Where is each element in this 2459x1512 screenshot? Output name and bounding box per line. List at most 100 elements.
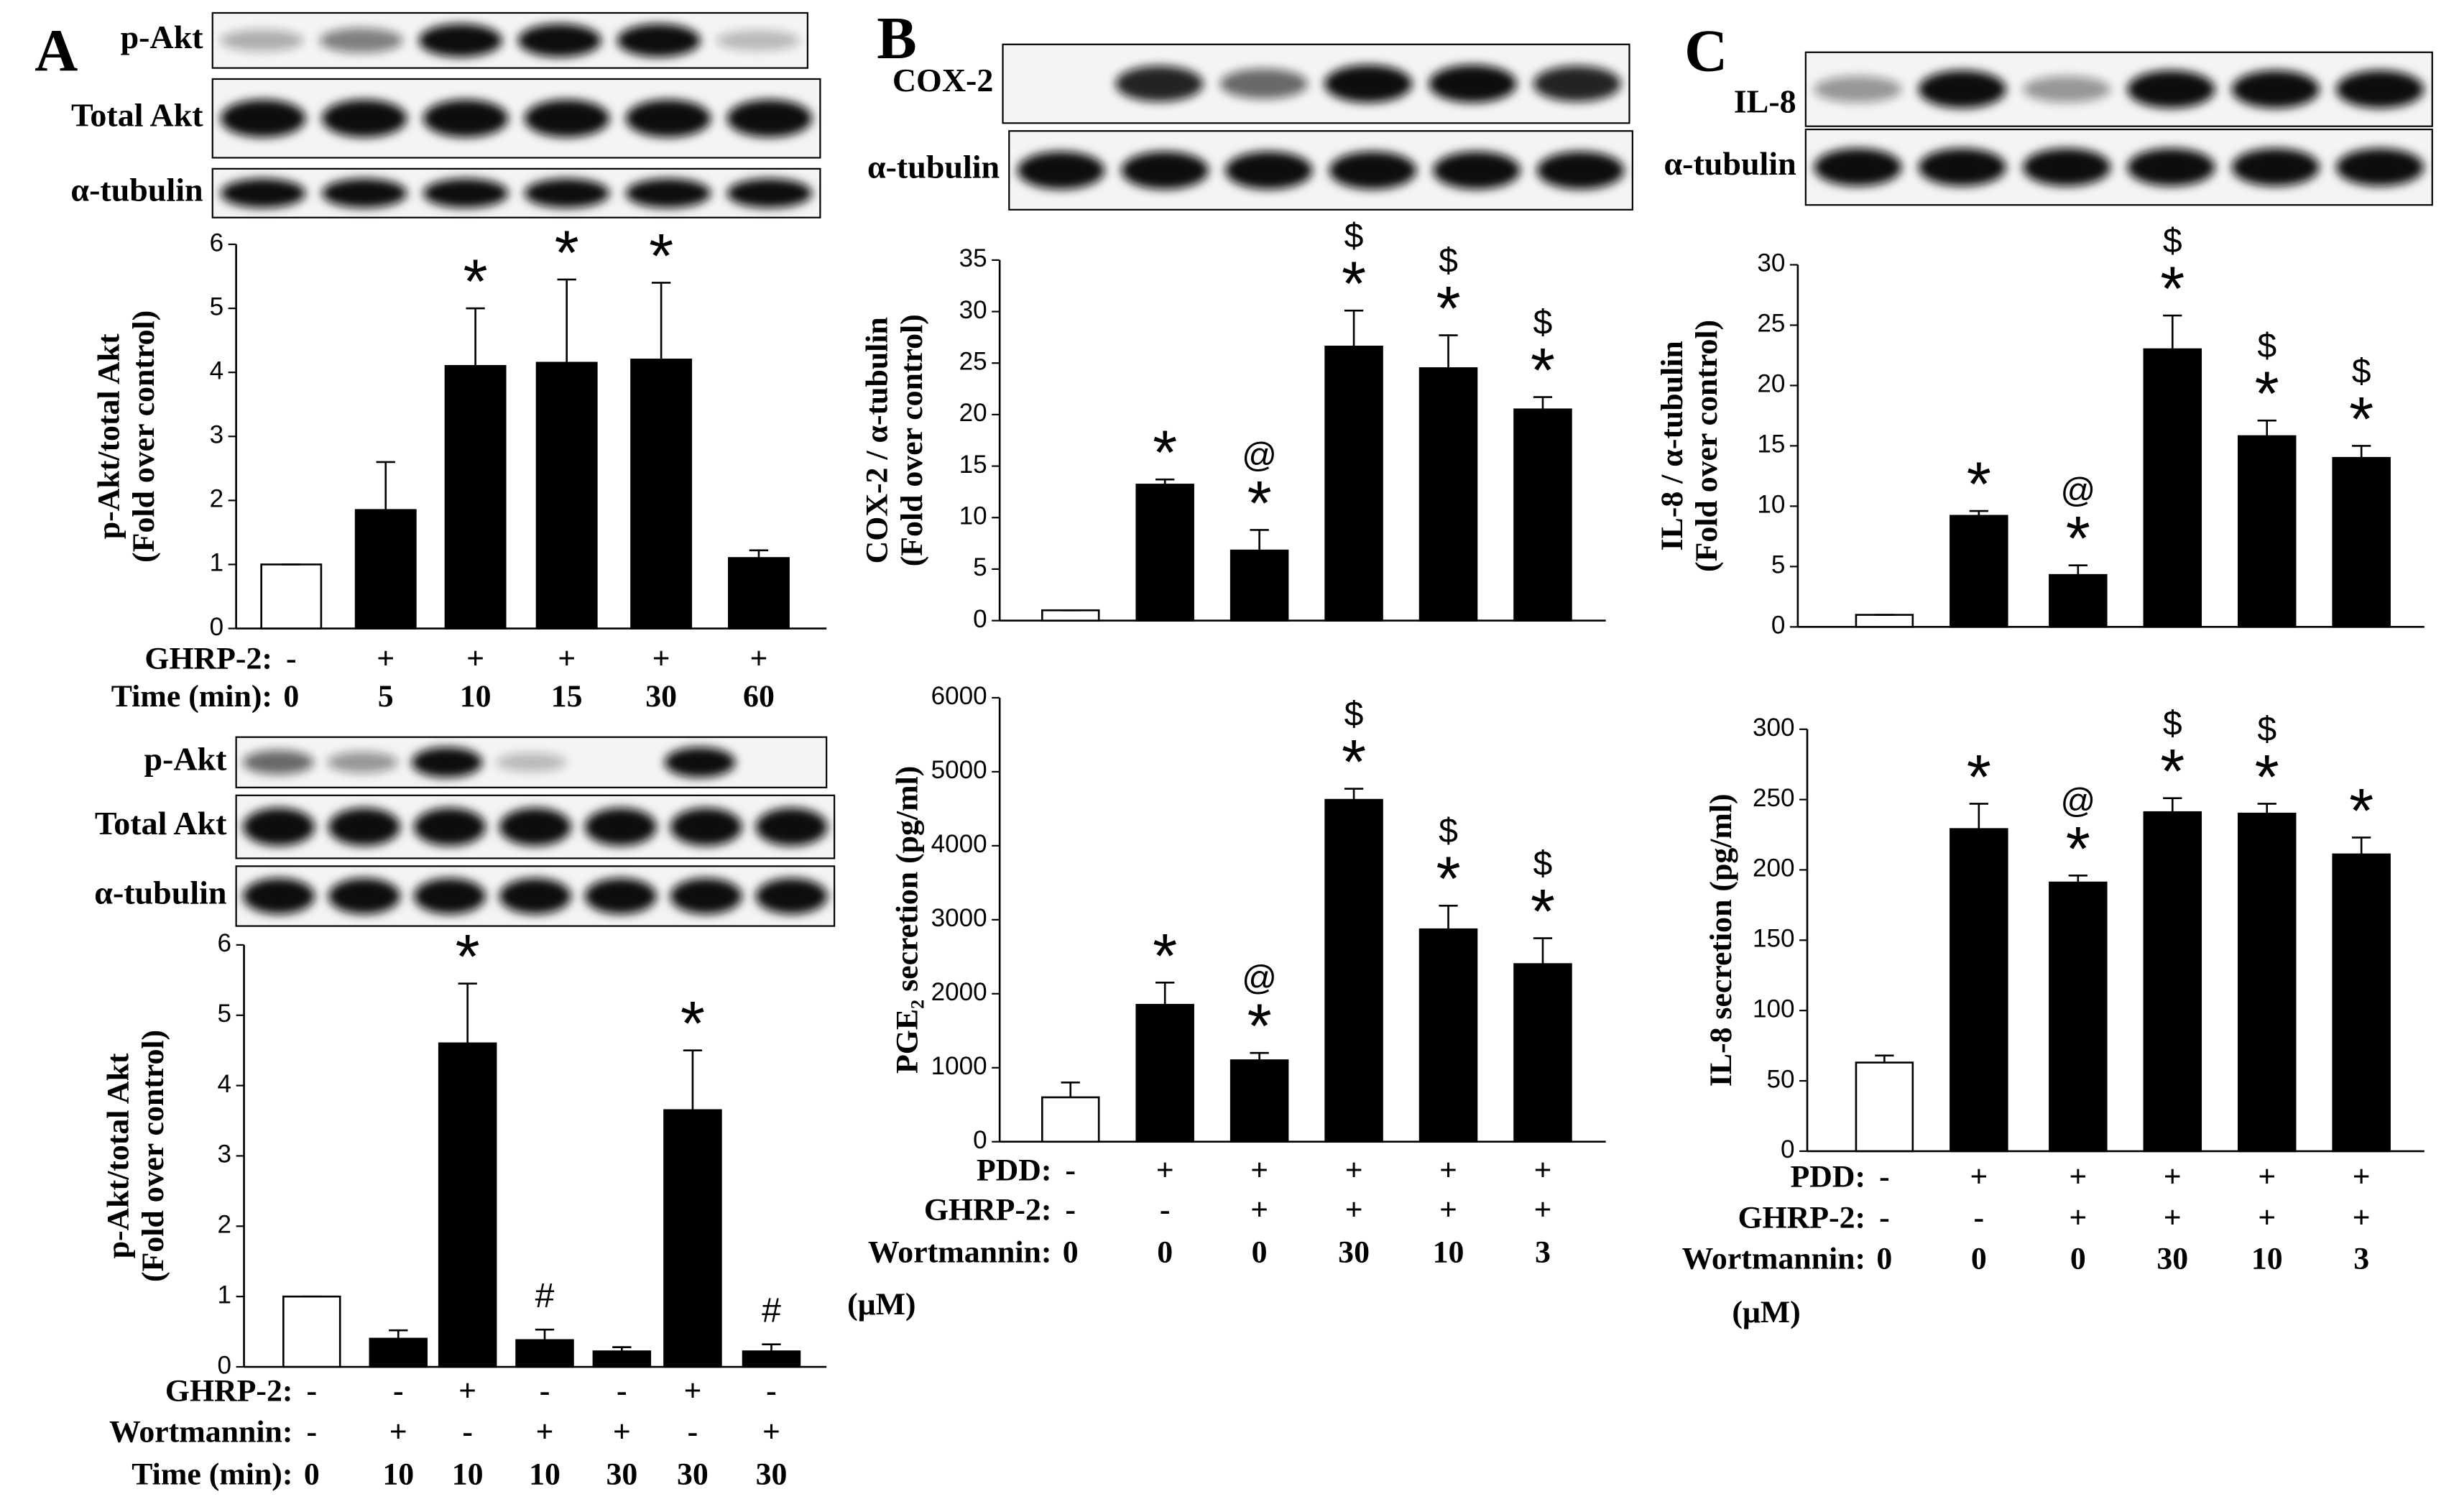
annotation: $: [1439, 241, 1458, 280]
y-label-line: PGE₂ secretion (pg/ml): [890, 766, 924, 1074]
blot-band: [418, 24, 502, 57]
annotation: *: [456, 921, 480, 992]
bar: [1950, 515, 2008, 628]
blot-frame: [211, 167, 821, 218]
annotation: @: [1242, 959, 1277, 997]
condition-value: +: [1533, 1192, 1551, 1227]
bar: [2049, 881, 2108, 1153]
blot-band: [670, 878, 742, 914]
condition-value: -: [1065, 1153, 1076, 1188]
y-tick-label: 200: [1753, 854, 1794, 882]
y-tick-label: 10: [1757, 491, 1785, 519]
annotation: *: [1967, 449, 1991, 520]
y-tick-label: 30: [959, 296, 987, 324]
y-tick-label: 10: [959, 502, 987, 530]
bar: [354, 509, 417, 630]
blot-band: [1225, 151, 1313, 190]
blot-frame: [1804, 128, 2433, 206]
y-tick-label: 15: [959, 451, 987, 479]
condition-value: 3: [2353, 1241, 2369, 1276]
y-tick-label: 1: [210, 549, 224, 577]
y-label: PGE₂ secretion (pg/ml): [890, 766, 924, 1074]
annotation: @: [2060, 471, 2095, 510]
blot-label: α-tubulin: [94, 875, 226, 911]
y-tick-label: 4: [210, 356, 224, 384]
bar: [1324, 345, 1383, 622]
y-tick-label: 5: [218, 1000, 232, 1028]
blot-band: [625, 178, 711, 208]
y-label-line: COX-2 / α-tubulin: [860, 317, 895, 563]
condition-value: +: [613, 1414, 631, 1449]
condition-value: +: [1156, 1153, 1174, 1188]
y-tick-label: 35: [959, 244, 987, 272]
bar: [1041, 1096, 1100, 1143]
y-tick-label: 50: [1767, 1065, 1795, 1093]
bar: [1855, 1061, 1914, 1153]
annotation: @: [1242, 435, 1277, 474]
y-tick-label: 15: [1757, 430, 1785, 458]
annotation: *: [681, 988, 705, 1059]
bar: [1950, 828, 2008, 1153]
y-label-line: IL-8 secretion (pg/ml): [1704, 793, 1738, 1087]
condition-value: -: [540, 1373, 550, 1408]
condition-value: 10: [2251, 1241, 2283, 1276]
blot-band: [499, 878, 571, 914]
blot-band: [2231, 148, 2320, 186]
condition-value: 10: [452, 1457, 484, 1491]
blot-label: COX-2: [892, 62, 994, 98]
blot-band: [243, 878, 315, 914]
bar: [438, 1042, 497, 1368]
blot-band: [1814, 75, 1902, 103]
blot-band: [328, 878, 400, 914]
annotation: *: [1342, 249, 1366, 319]
condition-value: +: [466, 642, 484, 676]
y-label-line: p-Akt/total Akt: [101, 1053, 136, 1258]
condition-value: +: [652, 642, 670, 676]
condition-value: +: [389, 1414, 407, 1449]
y-label-line: p-Akt/total Akt: [92, 333, 126, 539]
bar: [742, 1350, 801, 1368]
annotation: *: [463, 246, 488, 317]
condition-value: 0: [2070, 1241, 2086, 1276]
condition-value: +: [2164, 1200, 2182, 1235]
y-tick-label: 6: [218, 929, 232, 957]
condition-value: +: [2353, 1159, 2371, 1194]
y-tick-label: 25: [959, 348, 987, 376]
condition-value: 0: [1876, 1241, 1892, 1276]
condition-value: 30: [1338, 1235, 1370, 1270]
blot-band: [1918, 148, 2006, 186]
annotation: *: [1342, 727, 1366, 797]
condition-value: +: [2353, 1200, 2371, 1235]
condition-value: 30: [756, 1457, 788, 1491]
condition-value: 0: [1252, 1235, 1268, 1270]
y-tick-label: 6: [210, 229, 224, 257]
condition-label: PDD:: [977, 1153, 1052, 1188]
y-tick-label: 3: [218, 1140, 232, 1168]
condition-value: 10: [382, 1457, 414, 1491]
blot-frame: [211, 78, 821, 159]
y-tick-label: 2: [218, 1211, 232, 1239]
condition-value: -: [1974, 1200, 1985, 1235]
bar: [2332, 853, 2391, 1153]
condition-value: +: [683, 1373, 701, 1408]
blot-band: [1918, 70, 2006, 109]
blot-band: [221, 178, 306, 208]
condition-label: Wortmannin:: [1682, 1241, 1866, 1276]
annotation: *: [1153, 921, 1177, 991]
annotation: *: [2066, 503, 2090, 573]
bar: [2237, 435, 2297, 628]
y-label: IL-8 secretion (pg/ml): [1704, 793, 1738, 1087]
blot-band: [1121, 151, 1209, 190]
bar: [2049, 573, 2108, 628]
condition-value: 0: [304, 1457, 320, 1491]
blot-band: [726, 178, 813, 208]
y-label: COX-2 / α-tubulin (Fold over control): [860, 314, 929, 566]
y-tick-label: 0: [973, 1126, 987, 1154]
y-tick-label: 6000: [931, 682, 987, 710]
bar: [630, 359, 693, 630]
annotation: *: [2255, 742, 2279, 812]
blot-band: [617, 24, 701, 57]
bar: [1135, 1003, 1194, 1143]
annotation: *: [1153, 418, 1177, 488]
